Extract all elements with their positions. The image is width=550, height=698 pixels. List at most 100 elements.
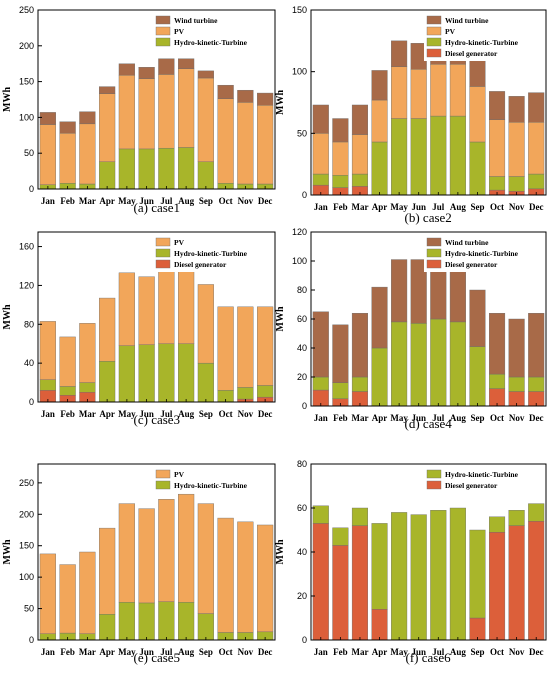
- legend-swatch: [426, 259, 442, 269]
- chart-panel-3: 0 40 80 120 160 Jan Feb Mar Apr May Jun Jul Aug Sep Oc…: [2, 231, 276, 419]
- bar-segment: [257, 306, 274, 386]
- bar-segment: [197, 503, 214, 614]
- bar-segment: [99, 527, 116, 615]
- bar-segment: [237, 387, 254, 400]
- x-tick-label: Nov: [238, 409, 254, 419]
- bar-segment: [489, 516, 506, 533]
- y-tick-label: 150: [19, 77, 34, 87]
- bar-segment: [489, 119, 506, 177]
- bar-segment: [158, 343, 175, 403]
- x-tick-label: May: [118, 409, 136, 419]
- y-tick-label: 100: [292, 256, 307, 266]
- legend-swatch: [155, 37, 171, 47]
- bar-segment: [489, 312, 506, 375]
- x-tick-label: Mar: [351, 647, 368, 657]
- legend-label: Wind turbine: [445, 238, 489, 247]
- bar-segment: [430, 318, 447, 407]
- bar-segment: [237, 102, 254, 185]
- bar-segment: [178, 147, 195, 190]
- x-tick-label: Aug: [178, 647, 195, 657]
- panel-caption-tag: (a): [133, 200, 148, 215]
- y-tick-label: 0: [29, 635, 34, 645]
- bar-segment: [158, 58, 175, 75]
- bar-segment: [469, 141, 486, 196]
- legend-box: [424, 235, 542, 272]
- x-tick-label: May: [390, 413, 408, 423]
- legend-swatch: [426, 248, 442, 258]
- plot-frame: [310, 9, 547, 196]
- y-tick-label: 80: [297, 459, 307, 469]
- bar-segment: [528, 92, 545, 123]
- bar-segment: [469, 346, 486, 407]
- panel-caption-tag: (b): [404, 210, 420, 225]
- y-tick-label: 150: [292, 5, 307, 15]
- bar-segment: [351, 104, 369, 135]
- bar-segment: [528, 122, 545, 175]
- bar-segment: [430, 510, 447, 641]
- panel-caption-tag: (f): [405, 650, 419, 665]
- bar-segment: [449, 115, 466, 196]
- x-tick-label: Jan: [314, 413, 328, 423]
- bar-segment: [217, 306, 234, 391]
- legend-swatch: [426, 15, 442, 25]
- bar-segment: [410, 259, 427, 324]
- x-tick-label: Jun: [139, 409, 154, 419]
- bar-segment: [430, 115, 447, 196]
- x-tick-label: Sep: [199, 647, 213, 657]
- bar-segment: [410, 323, 427, 407]
- bar-segment: [391, 512, 408, 641]
- bar-segment: [528, 312, 545, 378]
- chart-panel-5: 0 50 100 150 200 250 Jan Feb Mar Apr May Jun Jul Aug S…: [2, 463, 276, 657]
- bar-segment: [528, 376, 545, 392]
- y-tick-label: 0: [302, 401, 307, 411]
- x-tick-label: Mar: [79, 647, 96, 657]
- bar-segment: [118, 272, 135, 346]
- legend-label: Diesel generator: [445, 260, 498, 269]
- plot-frame: [37, 463, 276, 641]
- bar-segment: [178, 343, 195, 403]
- bars: [312, 35, 545, 196]
- bar-segment: [410, 514, 427, 641]
- bar-segment: [59, 132, 76, 184]
- x-tick-label: Aug: [450, 202, 467, 212]
- bar-segment: [332, 141, 349, 176]
- x-tick-label: Nov: [509, 413, 525, 423]
- x-tick-label: Dec: [529, 413, 544, 423]
- legend-label: Hydro-kinetic-Turbine: [174, 249, 248, 258]
- x-tick-label: Feb: [60, 647, 75, 657]
- bar-segment: [371, 99, 388, 143]
- bar-segment: [508, 96, 525, 123]
- y-tick-label: 160: [19, 242, 34, 252]
- bar-segment: [508, 122, 525, 177]
- bar-segment: [508, 525, 525, 641]
- x-tick-label: Apr: [99, 196, 115, 206]
- x-tick-label: Nov: [238, 196, 254, 206]
- panel-caption-text: case6: [418, 650, 451, 665]
- bar-segment: [469, 289, 486, 347]
- x-tick-label: Nov: [238, 647, 254, 657]
- y-axis-label: MWh: [275, 306, 286, 331]
- bar-segment: [118, 148, 135, 190]
- legend-label: Hydro-kinetic-Turbine: [445, 38, 519, 47]
- bar-segment: [99, 614, 116, 641]
- bar-segment: [197, 70, 214, 79]
- bar-segment: [469, 529, 486, 619]
- legend: Wind turbine PV Hydro-kinetic-Turbine Diese…: [424, 13, 542, 61]
- y-tick-label: 250: [19, 478, 34, 488]
- bars: [39, 493, 274, 641]
- x-tick-label: Jan: [314, 202, 328, 212]
- y-tick-label: 60: [297, 314, 307, 324]
- x-tick-label: Feb: [333, 413, 348, 423]
- legend: Wind turbine Hydro-kinetic-Turbine Diesel …: [424, 235, 542, 272]
- panel-caption: (d) case4: [405, 416, 452, 432]
- x-tick-label: Aug: [178, 409, 195, 419]
- x-tick-label: Jun: [139, 647, 154, 657]
- y-tick-label: 120: [19, 280, 34, 290]
- bar-segment: [371, 608, 388, 641]
- bar-segment: [138, 602, 155, 641]
- y-tick-label: 60: [297, 503, 307, 513]
- bar-segment: [39, 379, 56, 391]
- legend-label: Hydro-kinetic-Turbine: [445, 470, 519, 479]
- legend-swatch: [155, 248, 171, 258]
- x-tick-label: Feb: [60, 196, 75, 206]
